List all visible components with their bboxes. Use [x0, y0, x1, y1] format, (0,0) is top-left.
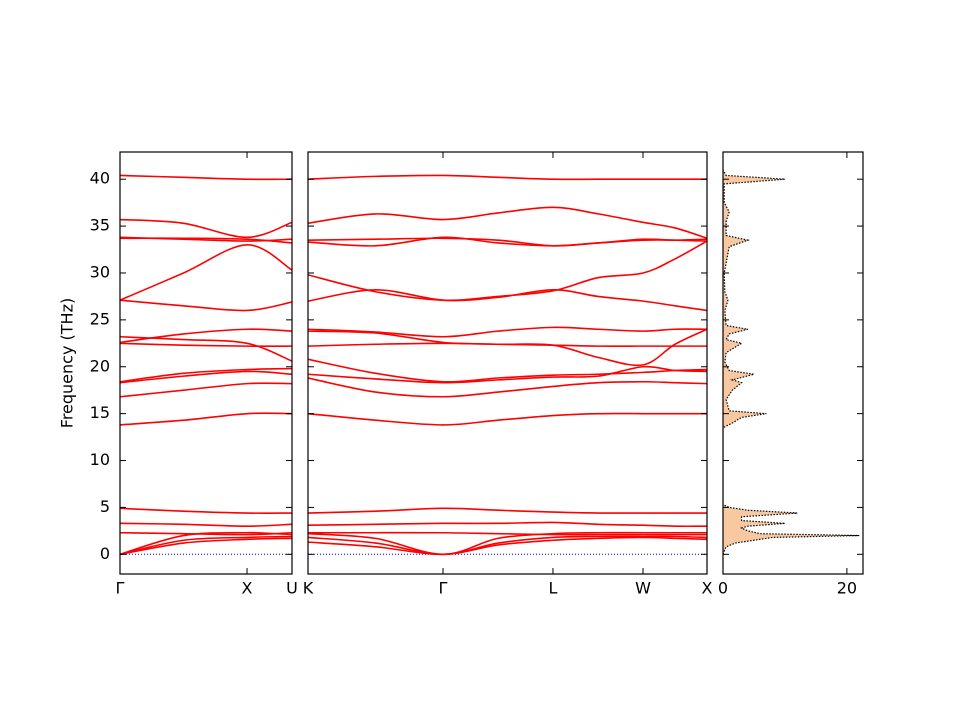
band-line [308, 174, 707, 181]
band-line [120, 218, 292, 239]
band-line [120, 244, 292, 301]
x-tick-label: X [242, 579, 253, 598]
band-line [120, 328, 292, 344]
band-line [308, 328, 707, 367]
band-line [120, 342, 292, 347]
x-tick-label: L [549, 579, 558, 598]
x-tick-label: Γ [116, 579, 125, 598]
band-line [308, 326, 707, 338]
x-tick-label: X [702, 579, 713, 598]
band-line [308, 377, 707, 398]
band-line [120, 367, 292, 383]
band-line [308, 358, 707, 383]
band-line [308, 365, 707, 384]
band-line [120, 507, 292, 514]
y-tick-label: 35 [90, 216, 110, 235]
plot-area [723, 169, 860, 555]
y-tick-label: 40 [90, 169, 110, 188]
x-tick-label: 20 [837, 579, 857, 598]
band-line [308, 531, 707, 556]
band-line [120, 522, 292, 527]
band-line [308, 240, 707, 302]
band-line [308, 236, 707, 247]
band-line [120, 370, 292, 384]
axes-frame [119, 151, 293, 575]
x-tick-label: W [635, 579, 651, 598]
x-tick-label: 0 [718, 579, 728, 598]
plot-area [308, 174, 707, 556]
band-line [308, 536, 707, 556]
x-tick-label: Γ [439, 579, 448, 598]
band-line [120, 412, 292, 426]
y-tick-label: 20 [90, 356, 110, 375]
band-line [308, 206, 707, 240]
y-tick-label: 5 [100, 497, 110, 516]
y-tick-label: 30 [90, 262, 110, 281]
band-line [120, 382, 292, 398]
y-axis-label: Frequency (THz) [58, 298, 77, 428]
plot-area [120, 174, 292, 556]
band-line [120, 531, 292, 556]
x-tick-label: K [303, 579, 314, 598]
band-line [120, 236, 292, 242]
band-line [308, 531, 707, 536]
band-line [120, 537, 292, 556]
band-line [308, 535, 707, 556]
band-line [308, 521, 707, 528]
band-line [308, 289, 707, 312]
y-tick-label: 15 [90, 403, 110, 422]
x-tick-label: U [286, 579, 298, 598]
y-tick-label: 10 [90, 450, 110, 469]
band-line [120, 174, 292, 181]
y-tick-label: 25 [90, 309, 110, 328]
axes-frame [307, 151, 708, 575]
band-line [120, 535, 292, 556]
dos-area [723, 169, 860, 555]
band-line [120, 299, 292, 312]
axes-frame [722, 151, 864, 575]
band-line [120, 335, 292, 362]
band-line [308, 412, 707, 426]
band-line [120, 531, 292, 536]
y-tick-label: 0 [100, 544, 110, 563]
dos-line [723, 169, 860, 555]
band-line [308, 507, 707, 514]
